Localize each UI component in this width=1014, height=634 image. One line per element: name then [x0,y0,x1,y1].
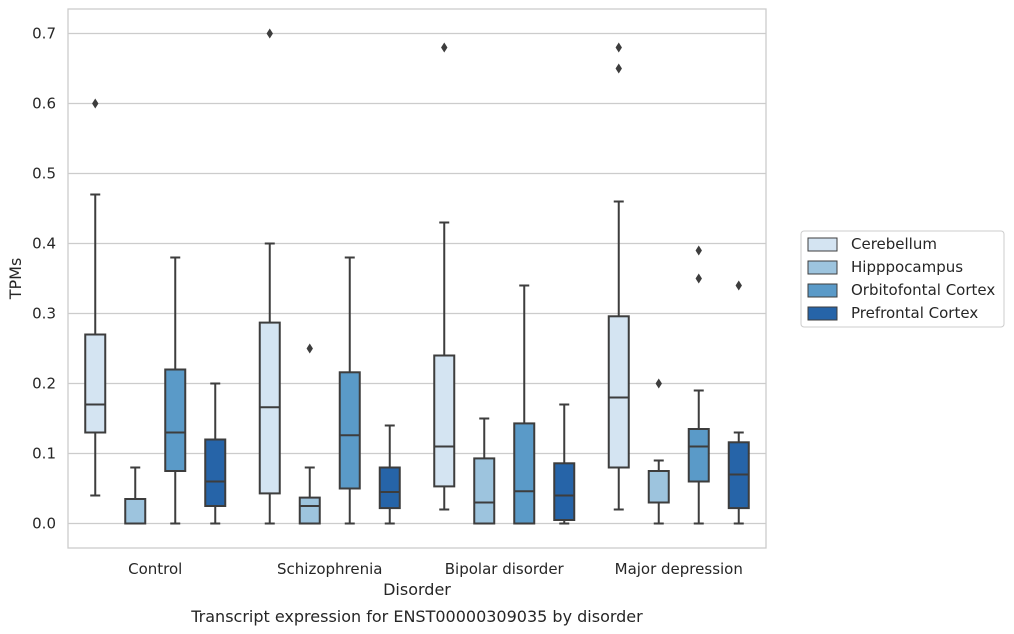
x-tick-label: Bipolar disorder [445,560,565,578]
box [687,245,710,525]
box [378,424,401,525]
legend-swatch [807,283,838,298]
box-body [204,438,227,507]
outlier-point [441,42,448,53]
legend-swatch [807,260,838,275]
box-body [607,315,630,469]
box-body [553,462,576,521]
box-body [164,368,187,472]
legend-swatch [807,306,838,321]
chart-title: Transcript expression for ENST0000030903… [190,607,643,626]
outlier-point [615,42,622,53]
box-body [298,496,321,525]
legend-label: Prefrontal Cortex [851,304,978,322]
box-body [687,428,710,483]
box [258,28,281,525]
box [473,417,496,525]
series-cerebellum [84,28,630,525]
box-body [124,498,147,525]
y-axis-label: TPMs [6,258,25,301]
x-tick-label: Major depression [615,560,743,578]
box [298,343,321,525]
box [124,466,147,525]
y-tick-label: 0.3 [32,305,56,323]
box-body [84,333,107,434]
y-tick-label: 0.4 [32,235,56,253]
box [513,284,536,525]
box-body [647,470,670,504]
y-tick-labels: 0.0 0.1 0.2 0.3 0.4 0.5 0.6 0.7 [32,25,56,533]
outlier-point [615,63,622,74]
y-tick-label: 0.0 [32,515,56,533]
box [433,42,456,511]
legend-label: Cerebellum [851,235,937,253]
x-tick-labels: Control Schizophrenia Bipolar disorder Majo… [128,560,743,578]
box [338,256,361,525]
box [164,256,187,525]
outlier-point [92,98,99,109]
outlier-point [735,280,742,291]
legend-label: Hipppocampus [851,258,963,276]
box-body [338,371,361,490]
outlier-point [266,28,273,39]
x-tick-label: Schizophrenia [277,560,382,578]
box-series [84,28,750,525]
y-tick-label: 0.2 [32,375,56,393]
box [204,382,227,525]
outlier-point [695,245,702,256]
box-body [513,422,536,525]
box [647,378,670,525]
series-orbitofontal-cortex [164,245,710,525]
y-tick-label: 0.1 [32,445,56,463]
x-axis-label: Disorder [383,580,451,599]
box-body [378,466,401,510]
outlier-point [306,343,313,354]
x-tick-label: Control [128,560,182,578]
plot-frame [67,8,767,549]
outlier-point [655,378,662,389]
box [84,98,107,497]
outlier-point [695,273,702,284]
y-tick-label: 0.6 [32,95,56,113]
box [553,403,576,525]
series-prefrontal-cortex [204,280,750,525]
legend-label: Orbitofontal Cortex [851,281,995,299]
legend-swatch [807,237,838,252]
y-tick-label: 0.5 [32,165,56,183]
box-body [473,457,496,525]
box [607,42,630,511]
box-body [433,354,456,488]
legend-frame [800,230,1005,328]
series-hipppocampus [124,343,670,525]
y-tick-label: 0.7 [32,25,56,43]
legend: Cerebellum Hipppocampus Orbitofontal Corte… [800,230,1005,328]
box [727,280,750,525]
